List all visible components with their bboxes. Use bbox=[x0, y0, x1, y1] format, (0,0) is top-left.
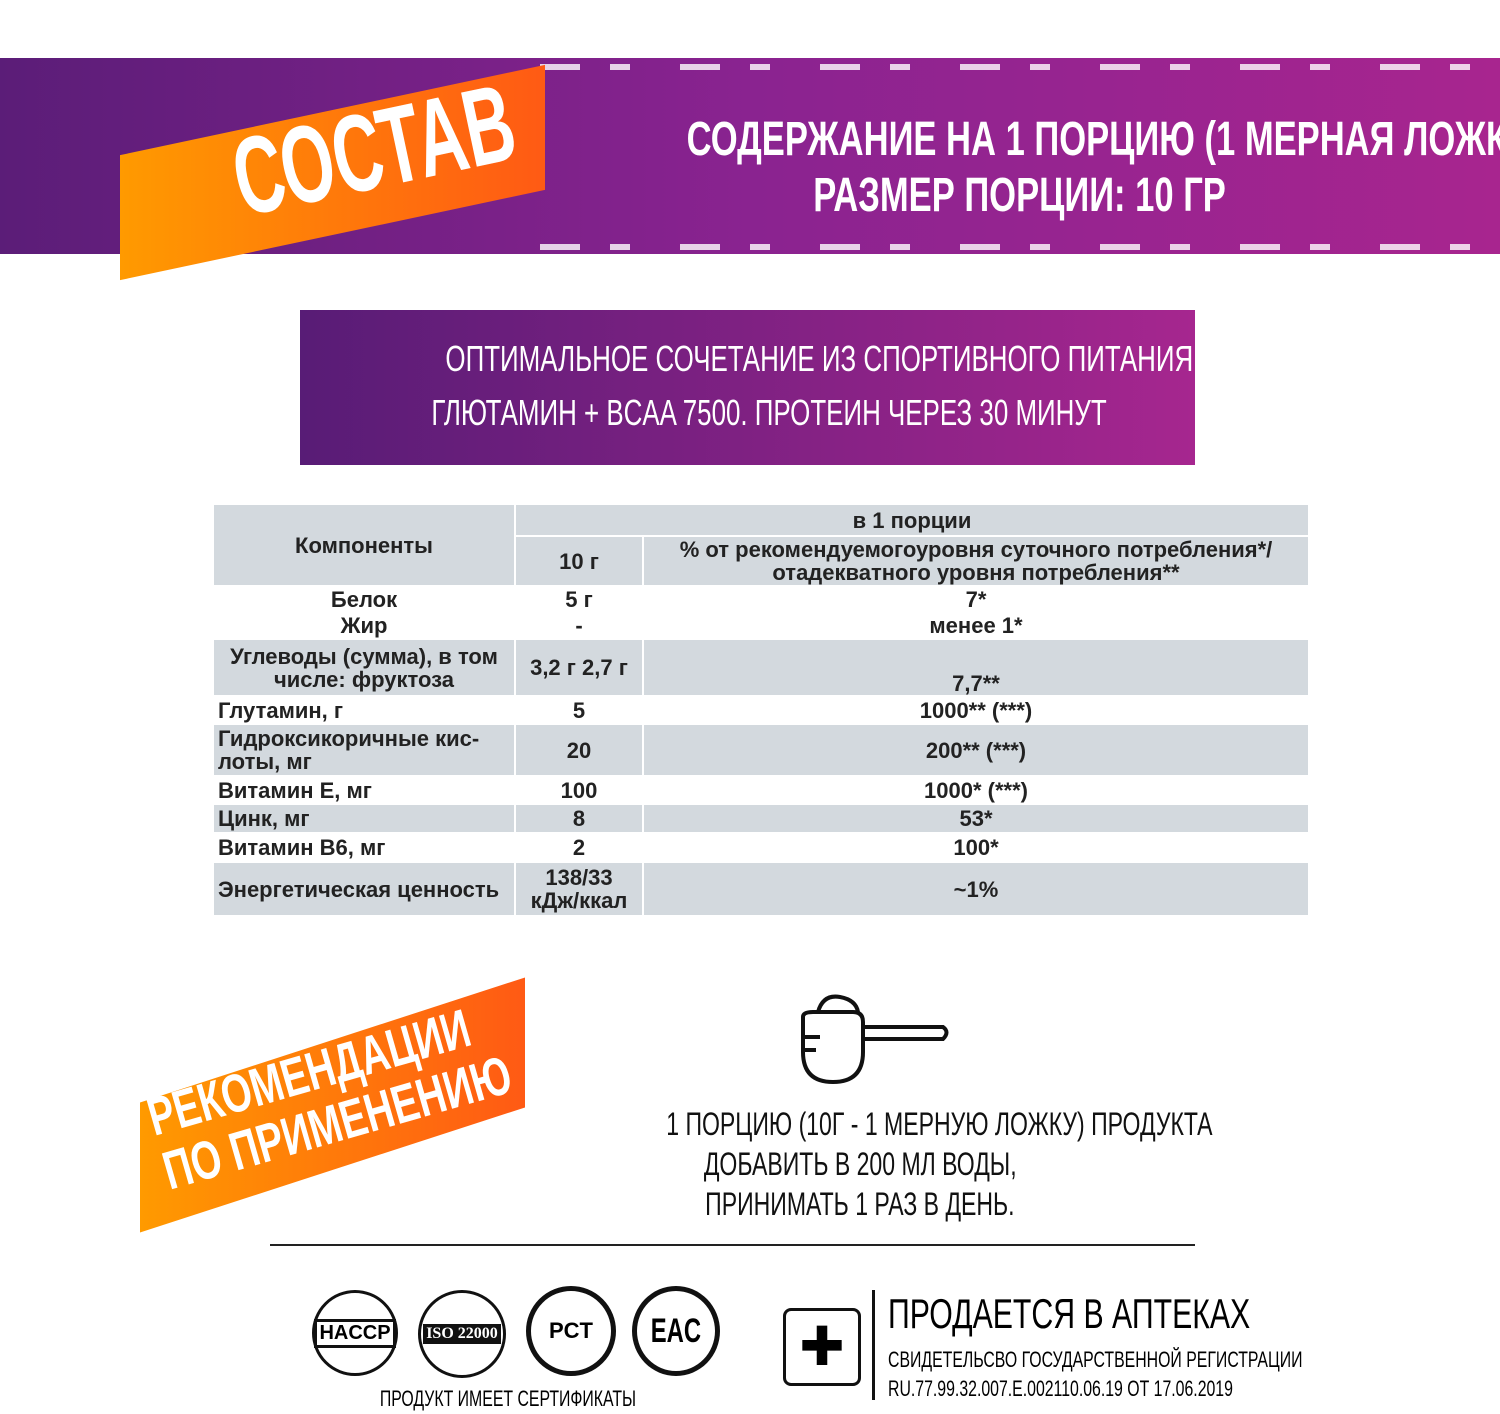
logo-iso: ISO 22000 bbox=[418, 1290, 506, 1378]
logo-pct: PCT bbox=[526, 1286, 616, 1376]
registration-line1: СВИДЕТЕЛЬСВО ГОСУДАРСТВЕННОЙ РЕГИСТРАЦИИ bbox=[888, 1347, 1303, 1372]
registration-line2: RU.77.99.32.007.E.002110.06.19 ОТ 17.06.… bbox=[888, 1376, 1233, 1401]
table-row: Углеводы (сумма), в том числе: фруктоза 3… bbox=[212, 638, 1310, 697]
serving-info-line1: СОДЕРЖАНИЕ НА 1 ПОРЦИЮ (1 МЕРНАЯ ЛОЖКА) bbox=[686, 113, 1500, 166]
table-row: Энергетическая ценность 138/33 кДж/ккал ~1… bbox=[212, 861, 1310, 917]
table-row: Гидроксикоричные кис-лоты, мг 20 200** (**… bbox=[212, 723, 1310, 777]
logo-haccp: HACCP bbox=[312, 1290, 398, 1376]
vertical-separator bbox=[872, 1290, 875, 1400]
divider bbox=[270, 1244, 1195, 1246]
logo-eac: EAC bbox=[632, 1286, 720, 1376]
col-amount: 10 г bbox=[514, 535, 644, 587]
promo-line2: ГЛЮТАМИН + BCAA 7500. ПРОТЕИН ЧЕРЕЗ 30 М… bbox=[431, 392, 1107, 433]
cert-caption: ПРОДУКТ ИМЕЕТ СЕРТИФИКАТЫ bbox=[379, 1386, 637, 1411]
table-row: Витамин Е, мг 100 1000* (***) bbox=[212, 775, 1310, 805]
table-row: Глутамин, г 5 1000** (***) bbox=[212, 695, 1310, 725]
table-row: Жир - менее 1* bbox=[212, 611, 1310, 640]
col-group: в 1 порции bbox=[514, 503, 1310, 537]
promo-line1: ОПТИМАЛЬНОЕ СОЧЕТАНИЕ ИЗ СПОРТИВНОГО ПИТ… bbox=[445, 338, 1194, 379]
pharmacy-icon: ✚ bbox=[783, 1308, 861, 1386]
usage-line2: ДОБАВИТЬ В 200 МЛ ВОДЫ, bbox=[703, 1146, 1017, 1182]
usage-line1: 1 ПОРЦИЮ (10Г - 1 МЕРНУЮ ЛОЖКУ) ПРОДУКТА bbox=[666, 1106, 1213, 1142]
table-row: Витамин В6, мг 2 100* bbox=[212, 832, 1310, 863]
col-components: Компоненты bbox=[212, 503, 516, 587]
scoop-icon bbox=[801, 994, 949, 1085]
pharmacy-title: ПРОДАЕТСЯ В АПТЕКАХ bbox=[888, 1290, 1251, 1337]
table-row: Белок 5 г 7* bbox=[212, 585, 1310, 613]
table-row: Цинк, мг 8 53* bbox=[212, 803, 1310, 834]
composition-table: Компоненты в 1 порции 10 г% от рекомендуе… bbox=[212, 503, 1310, 917]
promo-box: ОПТИМАЛЬНОЕ СОЧЕТАНИЕ ИЗ СПОРТИВНОГО ПИТ… bbox=[300, 310, 1195, 465]
usage-line3: ПРИНИМАТЬ 1 РАЗ В ДЕНЬ. bbox=[705, 1186, 1015, 1222]
col-percent: % от рекомендуемогоуровня суточного потр… bbox=[642, 535, 1310, 587]
serving-size: РАЗМЕР ПОРЦИИ: 10 ГР bbox=[813, 169, 1227, 222]
